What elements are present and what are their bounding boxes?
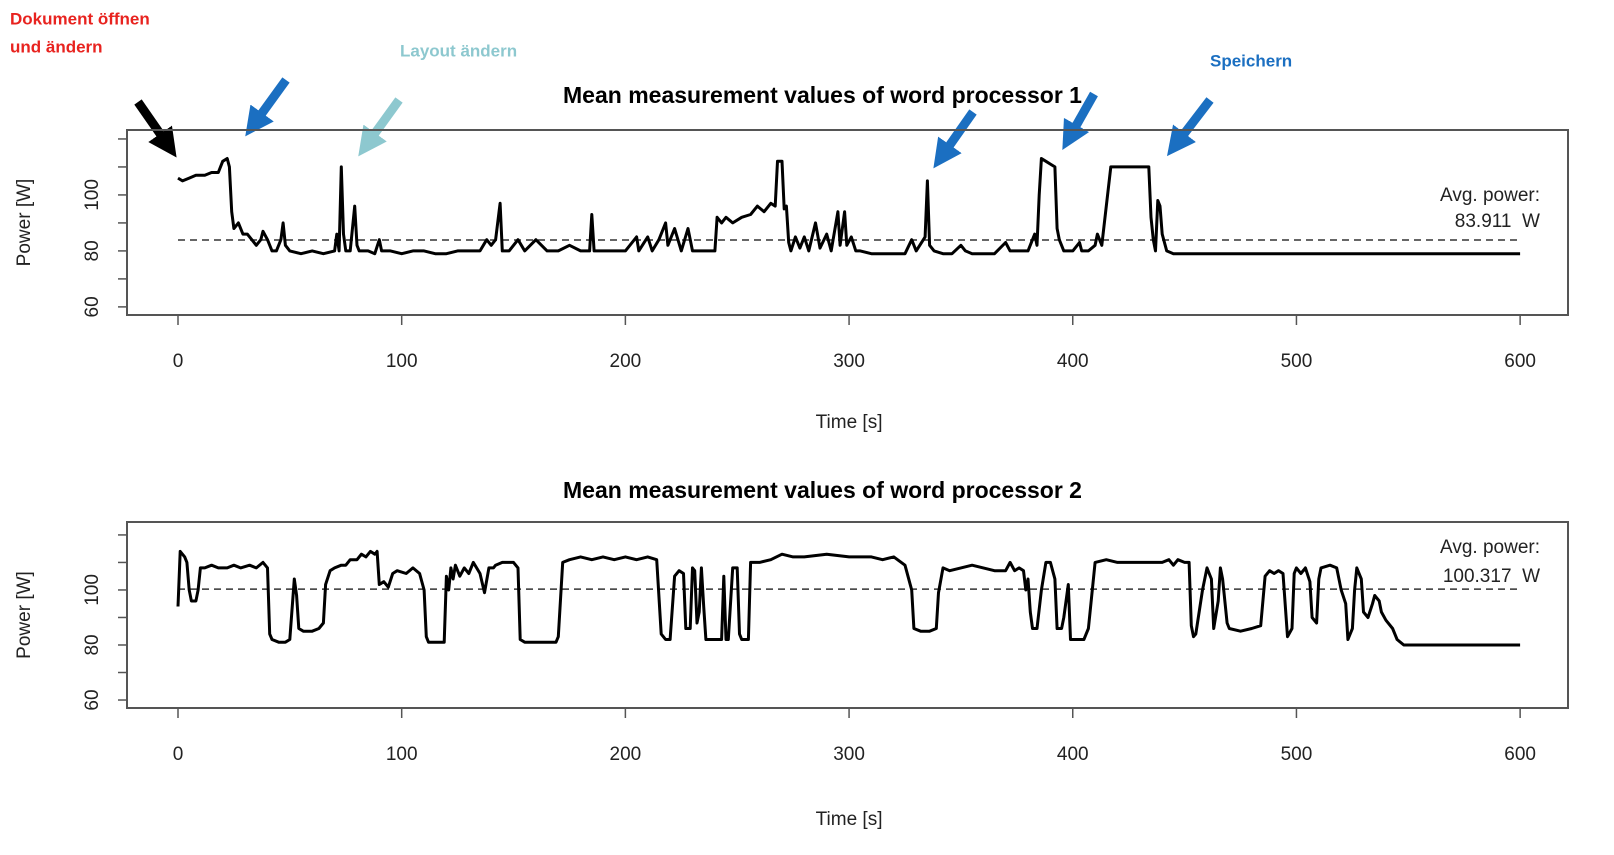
x-tick-label: 500 xyxy=(1281,351,1313,372)
average-caption: Avg. power: xyxy=(1440,185,1540,206)
x-axis-title: Time [s] xyxy=(816,809,883,830)
x-axis-title: Time [s] xyxy=(816,412,883,433)
arrows xyxy=(134,77,1214,169)
average-value: 83.911 W xyxy=(1455,211,1540,232)
arrow xyxy=(933,109,977,169)
annotation: Speichern xyxy=(1210,51,1292,70)
average-caption: Avg. power: xyxy=(1440,537,1540,558)
data-line xyxy=(176,549,1521,647)
arrow xyxy=(1166,97,1214,157)
chart-title: Mean measurement values of word processo… xyxy=(563,477,1082,503)
y-tick-label: 60 xyxy=(82,296,103,317)
annotation: Dokument öffnen xyxy=(10,9,150,28)
plot-frame xyxy=(126,521,1569,709)
y-tick-label: 60 xyxy=(82,689,103,710)
x-tick-label: 300 xyxy=(833,351,865,372)
data-line xyxy=(177,157,1521,256)
x-tick-label: 0 xyxy=(173,351,184,372)
chart-title: Mean measurement values of word processo… xyxy=(563,82,1082,108)
y-axis-title: Power [W] xyxy=(14,179,35,267)
x-tick-label: 100 xyxy=(386,351,418,372)
x-tick-label: 100 xyxy=(386,744,418,765)
x-tick-label: 400 xyxy=(1057,351,1089,372)
arrow xyxy=(245,77,290,137)
average-value: 100.317 W xyxy=(1443,566,1540,587)
y-tick-label: 80 xyxy=(82,634,103,655)
x-tick-label: 600 xyxy=(1504,744,1536,765)
x-tick-label: 300 xyxy=(833,744,865,765)
x-tick-label: 600 xyxy=(1504,351,1536,372)
x-tick-label: 200 xyxy=(610,744,642,765)
x-tick-label: 0 xyxy=(173,744,184,765)
y-tick-label: 100 xyxy=(82,179,103,211)
x-tick-label: 200 xyxy=(610,351,642,372)
annotation: und ändern xyxy=(10,37,103,56)
y-tick-label: 80 xyxy=(82,240,103,261)
x-tick-label: 500 xyxy=(1281,744,1313,765)
arrow xyxy=(1062,91,1098,151)
annotation: Layout ändern xyxy=(400,41,517,60)
y-tick-label: 100 xyxy=(82,574,103,606)
arrow xyxy=(134,99,177,158)
y-axis-title: Power [W] xyxy=(14,571,35,659)
x-tick-label: 400 xyxy=(1057,744,1089,765)
arrow xyxy=(358,97,403,157)
